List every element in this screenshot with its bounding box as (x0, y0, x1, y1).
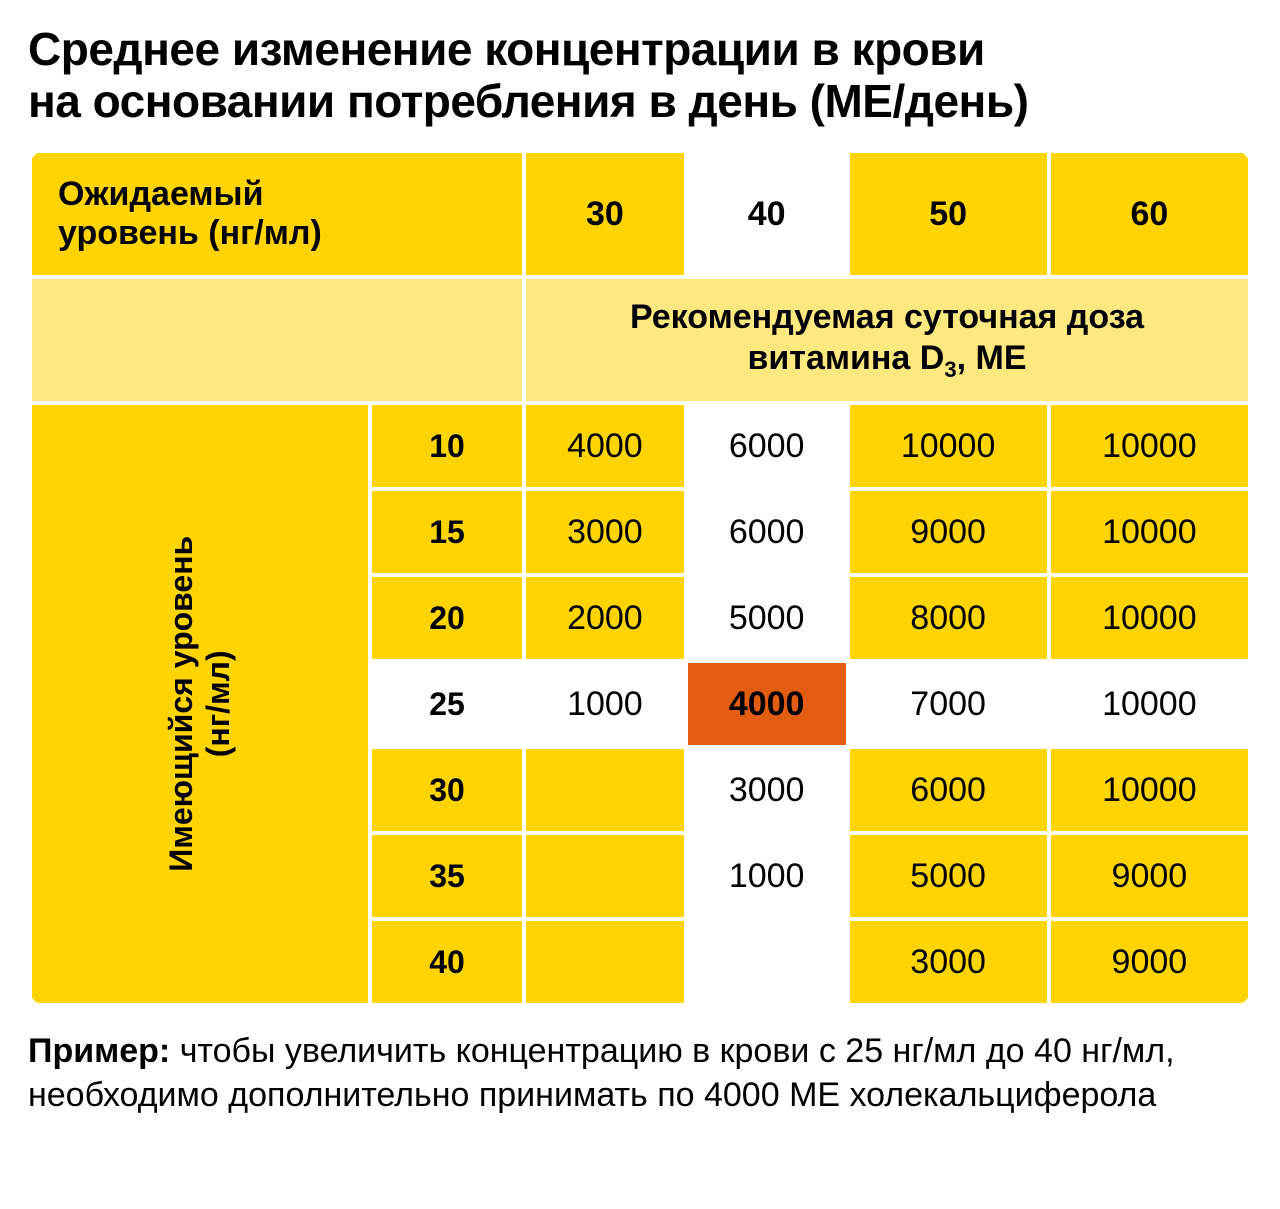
cell-1-2: 9000 (850, 491, 1047, 573)
cell-4-2: 6000 (850, 749, 1047, 831)
dosage-table: Ожидаемый уровень (нг/мл) 30 40 50 60 Ре… (28, 149, 1252, 1007)
cell-6-1 (688, 921, 846, 1003)
cell-2-1: 5000 (688, 577, 846, 659)
cell-5-3: 9000 (1051, 835, 1248, 917)
title-line-1: Среднее изменение концентрации в крови (28, 23, 985, 75)
header-row: Ожидаемый уровень (нг/мл) 30 40 50 60 (32, 153, 1248, 275)
col-header-3: 60 (1051, 153, 1248, 275)
cell-5-1: 1000 (688, 835, 846, 917)
cell-0-1: 6000 (688, 405, 846, 487)
cell-3-2: 7000 (850, 663, 1047, 745)
row-level-2: 20 (372, 577, 522, 659)
cell-4-0 (526, 749, 684, 831)
title-line-2: на основании потребления в день (МЕ/день… (28, 75, 1028, 127)
page-title: Среднее изменение концентрации в крови н… (28, 24, 1252, 127)
expected-level-label: Ожидаемый уровень (нг/мл) (32, 153, 522, 275)
cell-1-1: 6000 (688, 491, 846, 573)
col-header-2: 50 (850, 153, 1047, 275)
cell-6-3: 9000 (1051, 921, 1248, 1003)
row-level-0: 10 (372, 405, 522, 487)
dosage-table-wrap: Ожидаемый уровень (нг/мл) 30 40 50 60 Ре… (28, 149, 1252, 1007)
cell-0-0: 4000 (526, 405, 684, 487)
subheader-blank (32, 279, 522, 401)
data-row-0: Имеющийся уровень (нг/мл) 10 4000 6000 1… (32, 405, 1248, 487)
cell-1-3: 10000 (1051, 491, 1248, 573)
cell-3-3: 10000 (1051, 663, 1248, 745)
footer-bold: Пример: (28, 1032, 170, 1070)
row-level-3: 25 (372, 663, 522, 745)
subheader-row: Рекомендуемая суточная доза витамина D3,… (32, 279, 1248, 401)
cell-3-0: 1000 (526, 663, 684, 745)
cell-2-0: 2000 (526, 577, 684, 659)
example-footer: Пример: чтобы увеличить концентрацию в к… (28, 1029, 1252, 1117)
row-level-1: 15 (372, 491, 522, 573)
cell-4-3: 10000 (1051, 749, 1248, 831)
cell-4-1: 3000 (688, 749, 846, 831)
cell-2-2: 8000 (850, 577, 1047, 659)
cell-5-0 (526, 835, 684, 917)
col-header-0: 30 (526, 153, 684, 275)
subheader-label: Рекомендуемая суточная доза витамина D3,… (526, 279, 1248, 401)
cell-1-0: 3000 (526, 491, 684, 573)
row-level-6: 40 (372, 921, 522, 1003)
cell-6-0 (526, 921, 684, 1003)
current-level-side-label: Имеющийся уровень (нг/мл) (32, 405, 368, 1003)
row-level-4: 30 (372, 749, 522, 831)
cell-6-2: 3000 (850, 921, 1047, 1003)
cell-0-2: 10000 (850, 405, 1047, 487)
footer-text: чтобы увеличить концентрацию в крови с 2… (28, 1032, 1175, 1114)
cell-3-1: 4000 (688, 663, 846, 745)
cell-5-2: 5000 (850, 835, 1047, 917)
cell-0-3: 10000 (1051, 405, 1248, 487)
cell-2-3: 10000 (1051, 577, 1248, 659)
col-header-1: 40 (688, 153, 846, 275)
row-level-5: 35 (372, 835, 522, 917)
